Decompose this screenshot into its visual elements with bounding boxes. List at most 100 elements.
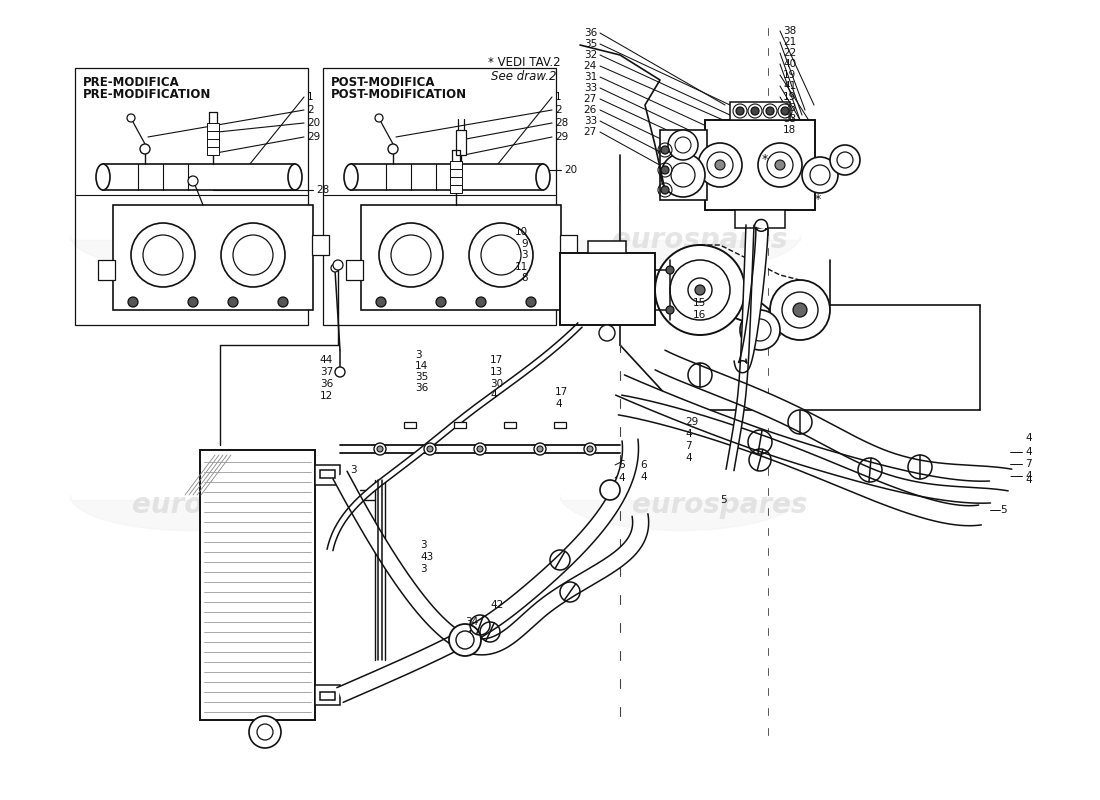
Text: 43: 43: [420, 552, 433, 562]
Text: 24: 24: [584, 61, 597, 71]
Text: 2: 2: [307, 105, 314, 115]
Circle shape: [228, 297, 238, 307]
Circle shape: [126, 114, 135, 122]
Text: 37: 37: [320, 367, 333, 377]
Text: 16: 16: [693, 310, 706, 320]
Circle shape: [534, 443, 546, 455]
Circle shape: [776, 160, 785, 170]
Text: 29: 29: [307, 132, 320, 142]
Circle shape: [600, 480, 620, 500]
Text: POST-MODIFICA: POST-MODIFICA: [331, 75, 436, 89]
Text: 5: 5: [1000, 505, 1006, 515]
Text: 41: 41: [783, 81, 796, 91]
Bar: [323, 68, 556, 325]
Polygon shape: [734, 219, 768, 373]
Text: 32: 32: [584, 50, 597, 60]
Bar: [450, 177, 462, 185]
Circle shape: [671, 163, 695, 187]
Ellipse shape: [96, 164, 110, 190]
Text: 4: 4: [685, 429, 692, 439]
Circle shape: [476, 297, 486, 307]
Circle shape: [661, 186, 669, 194]
Text: 4: 4: [490, 390, 496, 400]
Text: 35: 35: [415, 372, 428, 382]
Text: 13: 13: [490, 367, 504, 377]
Circle shape: [668, 130, 698, 160]
Ellipse shape: [536, 164, 550, 190]
Text: 3: 3: [350, 465, 356, 475]
Bar: [456, 130, 466, 155]
Text: * VEDI TAV.2: * VEDI TAV.2: [488, 57, 561, 70]
Text: 18: 18: [783, 125, 796, 135]
Text: 38: 38: [783, 26, 796, 36]
Bar: [450, 169, 462, 177]
Ellipse shape: [344, 164, 358, 190]
Bar: [705, 120, 815, 210]
Circle shape: [477, 446, 483, 452]
Circle shape: [257, 724, 273, 740]
Circle shape: [188, 176, 198, 186]
Bar: [735, 210, 785, 228]
Ellipse shape: [288, 164, 302, 190]
Circle shape: [249, 716, 280, 748]
Circle shape: [666, 306, 674, 314]
Text: 33: 33: [783, 114, 796, 124]
Circle shape: [688, 278, 712, 302]
Bar: [660, 130, 707, 200]
Circle shape: [374, 443, 386, 455]
Text: eurospares: eurospares: [132, 226, 308, 254]
Bar: [450, 185, 462, 193]
Text: 4: 4: [640, 472, 647, 482]
Text: 14: 14: [415, 361, 428, 371]
Circle shape: [695, 285, 705, 295]
Text: 8: 8: [521, 273, 528, 283]
Text: 10: 10: [515, 227, 528, 237]
Circle shape: [526, 297, 536, 307]
Text: PRE-MODIFICATION: PRE-MODIFICATION: [82, 89, 211, 102]
Text: 35: 35: [584, 39, 597, 49]
Circle shape: [751, 107, 759, 115]
Text: *: *: [762, 154, 768, 166]
Bar: [404, 422, 416, 428]
Polygon shape: [337, 439, 638, 702]
Bar: [315, 465, 340, 485]
Circle shape: [661, 146, 669, 154]
Text: 4: 4: [556, 399, 562, 409]
Circle shape: [758, 143, 802, 187]
Bar: [103, 164, 295, 190]
Bar: [320, 470, 336, 478]
Circle shape: [670, 260, 730, 320]
Text: 2: 2: [556, 105, 562, 115]
Circle shape: [736, 107, 744, 115]
Text: 26: 26: [584, 105, 597, 115]
Text: eurospares: eurospares: [132, 491, 308, 519]
Text: 5: 5: [720, 495, 727, 505]
Circle shape: [331, 264, 339, 272]
Text: eurospares: eurospares: [632, 491, 807, 519]
Circle shape: [436, 297, 446, 307]
Text: 11: 11: [515, 262, 528, 272]
Bar: [315, 685, 340, 705]
Circle shape: [131, 223, 195, 287]
Bar: [98, 260, 116, 280]
Circle shape: [766, 107, 774, 115]
Text: 1: 1: [307, 92, 314, 102]
Circle shape: [140, 144, 150, 154]
Text: 36: 36: [415, 383, 428, 393]
Text: 12: 12: [320, 391, 333, 401]
Text: 7: 7: [685, 441, 692, 451]
Text: 4: 4: [618, 473, 625, 483]
Polygon shape: [656, 350, 1012, 491]
Text: 4: 4: [465, 630, 472, 640]
Polygon shape: [361, 205, 561, 310]
Circle shape: [810, 165, 830, 185]
Text: 17: 17: [490, 355, 504, 365]
Text: 20: 20: [307, 118, 320, 128]
Bar: [450, 161, 462, 169]
Text: 9: 9: [521, 239, 528, 249]
Text: 19: 19: [783, 92, 796, 102]
Text: 22: 22: [783, 48, 796, 58]
Circle shape: [770, 280, 830, 340]
Circle shape: [336, 367, 345, 377]
Bar: [730, 102, 790, 120]
